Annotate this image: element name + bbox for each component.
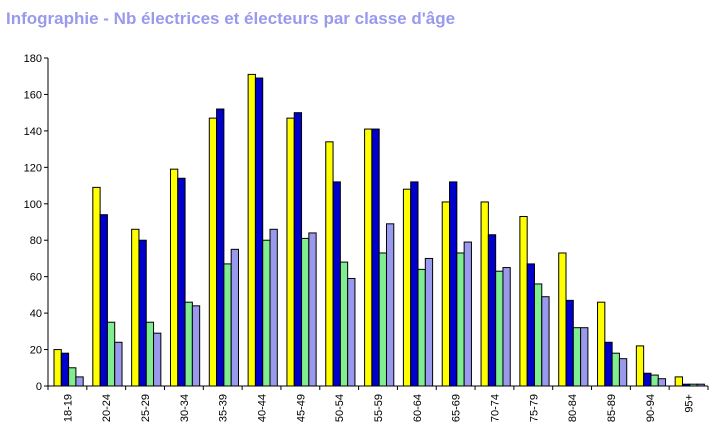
x-tick-label: 35-39 <box>218 394 230 422</box>
bar-65-69-series-1 <box>441 201 451 387</box>
x-tick-label: 80-84 <box>567 394 579 422</box>
bar-85-89-series-2 <box>604 341 613 387</box>
bar-35-39-series-4 <box>230 248 239 387</box>
y-tick-label: 80 <box>30 235 42 247</box>
y-tick-label: 100 <box>24 199 42 211</box>
bar-65-69-series-4 <box>463 241 472 387</box>
bar-90-94-series-2 <box>643 372 652 387</box>
bar-30-34-series-4 <box>191 305 201 387</box>
bar-60-64-series-3 <box>417 268 426 387</box>
y-tick-label: 180 <box>24 53 42 65</box>
bar-30-34-series-1 <box>169 168 179 387</box>
bar-65-69-series-3 <box>456 252 465 387</box>
x-tick-label: 90-94 <box>645 394 657 422</box>
bar-75-79-series-3 <box>533 283 543 387</box>
bar-90-94-series-4 <box>657 378 667 387</box>
axes-layer: 0 20 40 60 80 100 120 140 160 180 18-19 20-24 25-29 3… <box>24 53 709 422</box>
bar-60-64-series-1 <box>402 188 412 387</box>
bar-40-44-series-4 <box>269 228 278 387</box>
bar-85-89-series-3 <box>611 352 620 387</box>
bar-25-29-series-4 <box>153 332 162 387</box>
bar-40-44-series-1 <box>247 73 256 387</box>
bar-45-49-series-3 <box>301 237 310 387</box>
bar-18-19-series-4 <box>75 376 84 387</box>
bar-55-59-series-1 <box>364 128 373 387</box>
bar-80-84-series-2 <box>565 299 574 387</box>
bar-55-59-series-2 <box>371 128 380 387</box>
bar-35-39-series-2 <box>216 108 225 387</box>
x-tick-label: 40-44 <box>257 394 269 422</box>
bar-95+-series-1 <box>674 376 683 387</box>
y-tick-label: 120 <box>24 162 42 174</box>
x-tick-label: 85-89 <box>606 394 618 422</box>
bar-50-54-series-2 <box>332 181 341 387</box>
bar-30-34-series-3 <box>184 301 193 387</box>
x-tick-label: 18-19 <box>62 394 74 422</box>
bar-40-44-series-3 <box>262 239 271 387</box>
y-tick-label: 160 <box>24 89 42 101</box>
bar-70-74-series-4 <box>502 267 511 387</box>
y-tick-label: 140 <box>24 126 42 138</box>
bar-25-29-series-3 <box>145 321 155 387</box>
bar-35-39-series-3 <box>223 263 232 387</box>
bars-layer <box>53 73 705 387</box>
x-tick-label: 70-74 <box>489 394 501 422</box>
bar-55-59-series-4 <box>385 223 395 387</box>
bar-70-74-series-1 <box>480 201 489 387</box>
bar-70-74-series-2 <box>487 234 497 387</box>
bar-45-49-series-2 <box>293 112 303 387</box>
y-tick-label: 40 <box>30 308 42 320</box>
bar-25-29-series-2 <box>138 239 147 387</box>
bar-20-24-series-4 <box>114 341 123 387</box>
x-tick-label: 65-69 <box>451 394 463 422</box>
x-tick-label: 45-49 <box>295 394 307 422</box>
bar-70-74-series-3 <box>495 270 504 387</box>
x-tick-label: 50-54 <box>334 394 346 422</box>
x-tick-label: 25-29 <box>140 394 152 422</box>
bar-75-79-series-4 <box>541 296 550 387</box>
bar-20-24-series-1 <box>92 186 101 387</box>
x-tick-label: 30-34 <box>179 394 191 422</box>
bar-45-49-series-1 <box>286 117 295 387</box>
x-tick-label: 20-24 <box>101 394 113 422</box>
x-tick-label: 95+ <box>684 394 696 413</box>
bar-80-84-series-3 <box>572 327 582 387</box>
bar-55-59-series-3 <box>378 252 387 387</box>
bar-80-84-series-4 <box>580 327 589 387</box>
y-tick-label: 60 <box>30 272 42 284</box>
bar-30-34-series-2 <box>177 177 186 387</box>
bar-90-94-series-1 <box>635 345 645 387</box>
bar-60-64-series-4 <box>424 257 434 387</box>
bar-75-79-series-2 <box>526 263 535 387</box>
bar-18-19-series-3 <box>68 367 77 387</box>
bar-25-29-series-1 <box>131 228 140 387</box>
x-tick-label: 75-79 <box>528 394 540 422</box>
bar-20-24-series-2 <box>99 214 108 387</box>
bar-65-69-series-2 <box>449 181 458 387</box>
bar-50-54-series-1 <box>325 141 334 387</box>
bar-75-79-series-1 <box>519 216 528 387</box>
x-tick-label: 60-64 <box>412 394 424 422</box>
chart-title: Infographie - Nb électrices et électeurs… <box>6 9 456 28</box>
bar-18-19-series-1 <box>53 349 62 387</box>
bar-80-84-series-1 <box>558 252 567 387</box>
x-tick-label: 55-59 <box>373 394 385 422</box>
bar-60-64-series-2 <box>410 181 419 387</box>
y-tick-label: 0 <box>36 381 42 393</box>
bar-50-54-series-3 <box>339 261 349 387</box>
bar-20-24-series-3 <box>106 321 116 387</box>
bar-35-39-series-1 <box>208 117 218 387</box>
y-tick-label: 20 <box>30 345 42 357</box>
bar-85-89-series-1 <box>597 301 606 387</box>
bar-50-54-series-4 <box>347 277 356 387</box>
bar-18-19-series-2 <box>60 352 70 387</box>
bar-40-44-series-2 <box>254 77 264 387</box>
bar-90-94-series-3 <box>650 374 659 387</box>
bar-45-49-series-4 <box>308 232 317 387</box>
bar-85-89-series-4 <box>618 358 628 387</box>
